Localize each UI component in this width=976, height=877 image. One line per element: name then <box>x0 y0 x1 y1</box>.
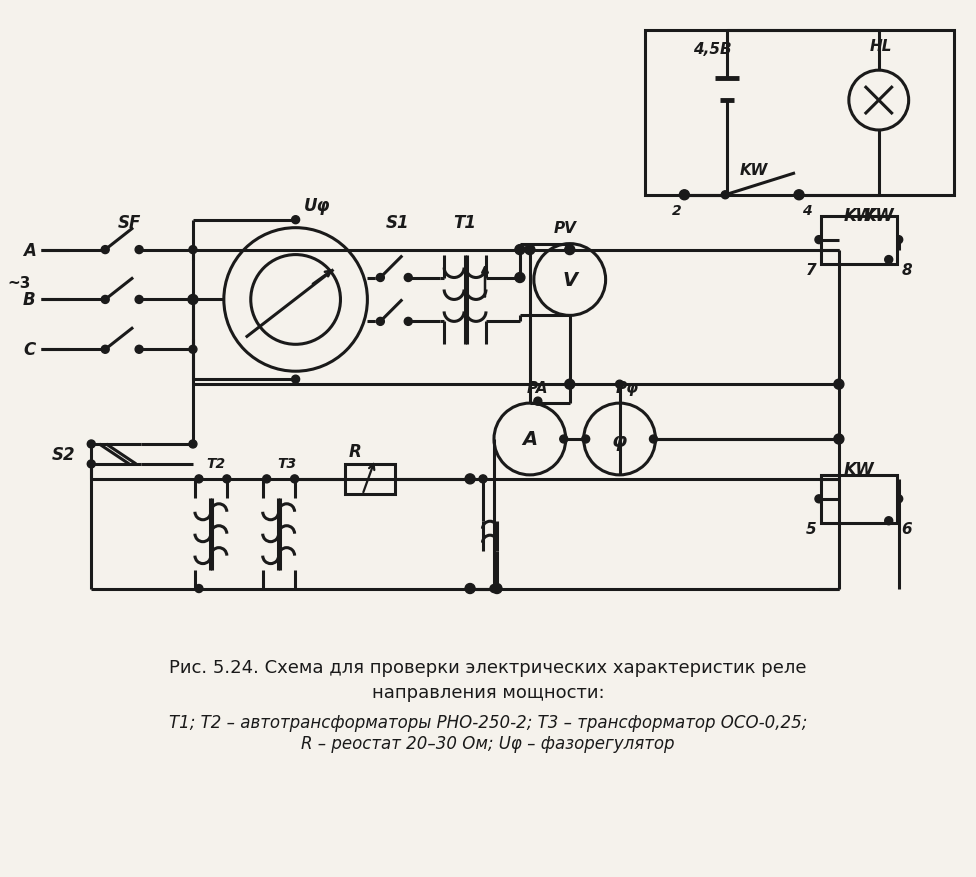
Circle shape <box>794 190 804 201</box>
Circle shape <box>560 436 568 444</box>
Circle shape <box>466 584 475 594</box>
Circle shape <box>292 375 300 384</box>
Circle shape <box>815 496 823 503</box>
Text: 7: 7 <box>805 263 816 278</box>
Circle shape <box>566 381 574 389</box>
Circle shape <box>404 275 412 282</box>
Circle shape <box>377 318 385 326</box>
Circle shape <box>582 436 590 444</box>
Circle shape <box>534 245 606 316</box>
Circle shape <box>679 190 689 201</box>
Text: KW: KW <box>864 206 894 225</box>
Text: T1; T2 – автотрансформаторы РНО-250-2; T3 – трансформатор ОСО-0,25;
R – реостат : T1; T2 – автотрансформаторы РНО-250-2; T… <box>169 713 807 752</box>
Circle shape <box>135 296 143 304</box>
Text: φ: φ <box>612 432 628 451</box>
Circle shape <box>189 296 197 304</box>
Circle shape <box>223 475 230 483</box>
Circle shape <box>515 246 525 255</box>
Circle shape <box>189 440 197 448</box>
Text: T3: T3 <box>277 456 296 470</box>
Circle shape <box>895 237 903 245</box>
Circle shape <box>721 191 729 200</box>
Text: Uφ: Uφ <box>305 196 331 215</box>
Text: 4,5В: 4,5В <box>693 42 732 57</box>
Text: направления мощности:: направления мощности: <box>372 683 604 702</box>
Text: S2: S2 <box>52 446 75 463</box>
Circle shape <box>189 346 197 353</box>
Text: HL: HL <box>870 39 892 53</box>
Circle shape <box>135 246 143 254</box>
Text: KW: KW <box>740 163 768 178</box>
Circle shape <box>834 436 843 444</box>
Circle shape <box>263 475 270 483</box>
Text: PV: PV <box>553 221 576 236</box>
Text: A: A <box>522 430 538 449</box>
Text: C: C <box>23 341 35 359</box>
Circle shape <box>834 434 844 445</box>
Circle shape <box>102 246 109 254</box>
Circle shape <box>189 246 197 254</box>
Circle shape <box>494 403 566 475</box>
Circle shape <box>492 584 502 594</box>
Circle shape <box>649 436 658 444</box>
Circle shape <box>404 318 412 326</box>
Circle shape <box>849 71 909 131</box>
Circle shape <box>135 346 143 353</box>
Text: V: V <box>562 271 577 289</box>
Text: 2: 2 <box>671 203 681 217</box>
Circle shape <box>377 275 385 282</box>
Circle shape <box>565 380 575 389</box>
Circle shape <box>565 246 575 255</box>
Circle shape <box>466 474 475 484</box>
Circle shape <box>515 274 525 283</box>
Circle shape <box>195 475 203 483</box>
Bar <box>821 217 897 264</box>
Circle shape <box>534 397 542 406</box>
Text: B: B <box>23 291 36 309</box>
Circle shape <box>188 296 198 305</box>
Circle shape <box>224 228 367 372</box>
Circle shape <box>815 237 823 245</box>
Text: T1: T1 <box>454 213 476 232</box>
Circle shape <box>87 440 96 448</box>
Circle shape <box>479 475 487 483</box>
Circle shape <box>102 296 109 304</box>
Circle shape <box>884 517 893 525</box>
Bar <box>644 32 954 196</box>
Circle shape <box>291 475 299 483</box>
Bar <box>346 465 395 495</box>
Text: 8: 8 <box>902 263 912 278</box>
Circle shape <box>251 255 341 345</box>
Circle shape <box>616 381 624 389</box>
Text: KW: KW <box>843 460 874 478</box>
Circle shape <box>490 585 498 593</box>
Text: R: R <box>349 443 362 460</box>
Bar <box>821 475 897 524</box>
Text: SF: SF <box>117 213 141 232</box>
Circle shape <box>895 496 903 503</box>
Text: PA: PA <box>527 381 549 396</box>
Circle shape <box>195 585 203 593</box>
Text: KW: KW <box>843 206 874 225</box>
Text: S1: S1 <box>386 213 409 232</box>
Circle shape <box>87 460 96 468</box>
Circle shape <box>884 256 893 264</box>
Text: T2: T2 <box>206 456 225 470</box>
Text: 5: 5 <box>805 522 816 537</box>
Circle shape <box>584 403 656 475</box>
Circle shape <box>292 217 300 225</box>
Text: A: A <box>23 241 36 260</box>
Text: ~3: ~3 <box>8 275 31 290</box>
Text: 6: 6 <box>902 522 912 537</box>
Circle shape <box>834 380 844 389</box>
Circle shape <box>525 246 535 255</box>
Circle shape <box>102 346 109 353</box>
Text: Рис. 5.24. Схема для проверки электрических характеристик реле: Рис. 5.24. Схема для проверки электричес… <box>169 659 807 676</box>
Text: 4: 4 <box>802 203 812 217</box>
Text: Pφ: Pφ <box>616 381 639 396</box>
